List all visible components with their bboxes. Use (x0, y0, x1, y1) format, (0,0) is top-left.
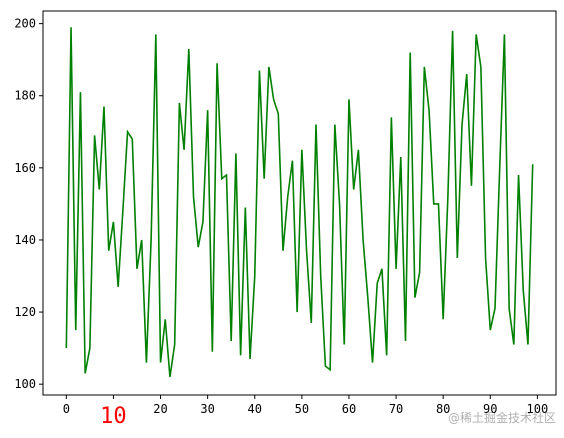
watermark: @稀土掘金技术社区 (448, 410, 556, 425)
y-tick-label: 160 (14, 161, 36, 175)
x-tick-label: 100 (527, 402, 549, 416)
y-tick-label: 140 (14, 233, 36, 247)
x-tick-label: 80 (436, 402, 450, 416)
plot-frame (42, 10, 557, 396)
x-tick-label: 70 (389, 402, 403, 416)
x-tick-label: 30 (200, 402, 214, 416)
line (65, 27, 534, 378)
y-tick-label: 120 (14, 305, 36, 319)
x-tick-label: 20 (153, 402, 167, 416)
y-tick-label: 180 (14, 89, 36, 103)
x-tick-label: 10 (100, 404, 127, 429)
x-tick-label: 90 (483, 402, 497, 416)
y-tick-label: 100 (14, 377, 36, 391)
x-tick-label: 40 (248, 402, 262, 416)
y-tick-label: 200 (14, 17, 36, 31)
x-tick-label: 0 (63, 402, 70, 416)
x-tick-label: 50 (295, 402, 309, 416)
x-tick-label: 60 (342, 402, 356, 416)
